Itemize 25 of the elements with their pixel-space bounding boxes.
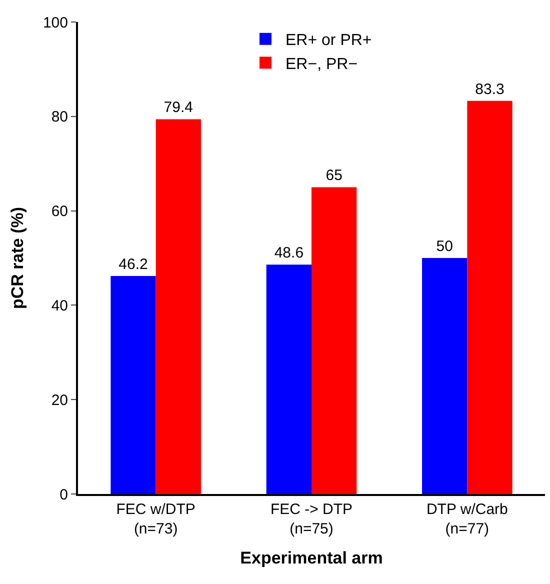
x-tick-label: FEC w/DTP (n=73) xyxy=(116,501,196,538)
y-tick-label: 40 xyxy=(51,297,68,314)
y-tick-label: 20 xyxy=(51,392,68,409)
x-tick-label: FEC -> DTP (n=75) xyxy=(270,501,353,538)
bar xyxy=(110,276,156,494)
bar xyxy=(266,264,312,494)
y-tick-label: 80 xyxy=(51,108,68,126)
legend-label: ER−, PR− xyxy=(286,56,358,73)
legend-label: ER+ or PR+ xyxy=(286,32,372,50)
bar xyxy=(156,119,201,494)
data-label: 48.6 xyxy=(274,244,304,262)
data-label: 79.4 xyxy=(164,99,194,116)
data-label: 83.3 xyxy=(475,80,504,98)
data-label: 50 xyxy=(436,238,453,255)
x-axis-title: Experimental arm xyxy=(240,548,383,568)
data-label: 65 xyxy=(326,167,342,184)
y-tick-label: 100 xyxy=(42,14,68,32)
bar xyxy=(467,100,512,494)
y-tick-label: 60 xyxy=(51,203,68,220)
y-axis-title: pCR rate (%) xyxy=(8,206,28,310)
bar xyxy=(422,258,468,494)
bar xyxy=(312,187,357,494)
data-label: 46.2 xyxy=(118,256,148,273)
x-tick-label: DTP w/Carb (n=77) xyxy=(426,501,508,538)
y-tick-label: 0 xyxy=(60,486,68,504)
